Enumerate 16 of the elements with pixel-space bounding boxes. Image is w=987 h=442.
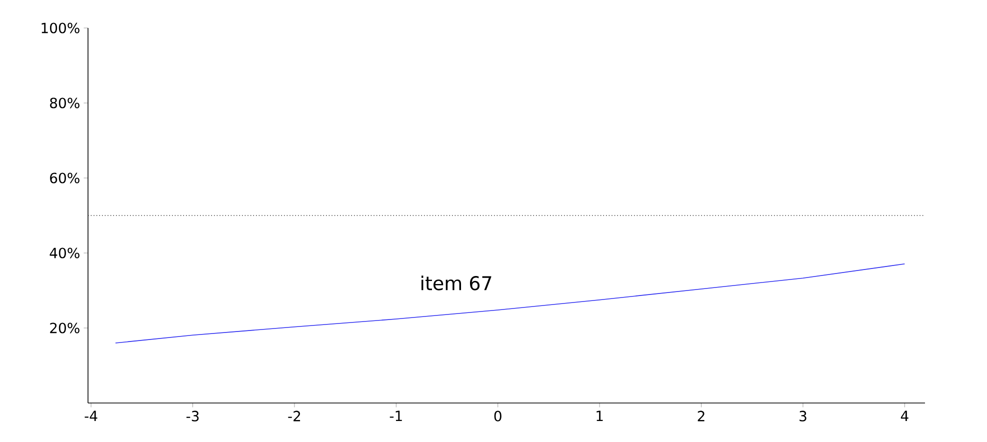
y-tick-label: 100% [42,22,80,34]
x-tick-label: 1 [596,410,603,422]
y-tick-label: 60% [50,172,80,184]
y-tick-label: 40% [50,248,80,258]
annotation: item 67 [422,276,492,290]
x-tick-label: -4 [84,410,98,422]
y-tick-label: 20% [50,322,80,334]
x-tick-label: -3 [186,410,199,422]
x-tick-label: 0 [494,410,502,422]
x-tick-label: 4 [900,410,908,422]
x-tick-label: -2 [288,410,300,422]
x-tick-label: 3 [800,410,806,422]
line-series [115,263,906,344]
x-tick-label: 2 [698,410,704,422]
x-tick-label: -1 [390,410,402,422]
y-tick-label: 80% [50,98,80,108]
